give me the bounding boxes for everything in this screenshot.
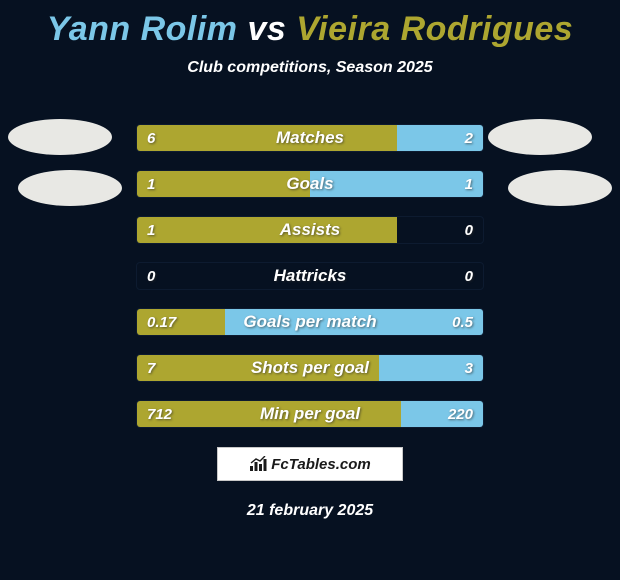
player-right-name: Vieira Rodrigues bbox=[296, 10, 573, 48]
stat-value-left: 0.17 bbox=[137, 309, 186, 335]
stat-value-right: 2 bbox=[455, 125, 483, 151]
stat-value-right: 1 bbox=[455, 171, 483, 197]
comparison-title: Yann Rolim vs Vieira Rodrigues bbox=[0, 0, 620, 49]
stat-row: Assists1 0 bbox=[136, 216, 484, 244]
comparison-subtitle: Club competitions, Season 2025 bbox=[0, 59, 620, 77]
stat-label: Goals per match bbox=[137, 309, 483, 335]
club-crest-placeholder bbox=[18, 170, 122, 206]
stat-row: Matches6 2 bbox=[136, 124, 484, 152]
stat-row: Shots per goal7 3 bbox=[136, 354, 484, 382]
generation-date: 21 february 2025 bbox=[0, 502, 620, 520]
stat-value-right: 3 bbox=[455, 355, 483, 381]
vs-separator: vs bbox=[238, 10, 297, 48]
player-left-name: Yann Rolim bbox=[47, 10, 238, 48]
club-crest-placeholder bbox=[8, 119, 112, 155]
stat-label: Goals bbox=[137, 171, 483, 197]
stat-label: Shots per goal bbox=[137, 355, 483, 381]
stat-row: Goals1 1 bbox=[136, 170, 484, 198]
stat-label: Min per goal bbox=[137, 401, 483, 427]
site-logo: FcTables.com bbox=[217, 447, 403, 481]
stat-value-left: 1 bbox=[137, 217, 165, 243]
stat-value-left: 712 bbox=[137, 401, 182, 427]
stat-value-left: 6 bbox=[137, 125, 165, 151]
stat-row: Min per goal712 220 bbox=[136, 400, 484, 428]
stat-row: Goals per match0.17 0.5 bbox=[136, 308, 484, 336]
stat-row: Hattricks0 0 bbox=[136, 262, 484, 290]
chart-icon bbox=[249, 456, 267, 472]
stat-value-left: 1 bbox=[137, 171, 165, 197]
stat-value-left: 0 bbox=[137, 263, 165, 289]
comparison-chart: Matches62Goals11Assists10Hattricks00Goal… bbox=[136, 124, 484, 428]
club-crest-placeholder bbox=[488, 119, 592, 155]
stat-label: Assists bbox=[137, 217, 483, 243]
site-logo-text: FcTables.com bbox=[271, 456, 370, 473]
stat-value-right: 220 bbox=[438, 401, 483, 427]
stat-value-left: 7 bbox=[137, 355, 165, 381]
stat-label: Matches bbox=[137, 125, 483, 151]
stat-value-right: 0.5 bbox=[442, 309, 483, 335]
stat-value-right: 0 bbox=[455, 263, 483, 289]
club-crest-placeholder bbox=[508, 170, 612, 206]
stat-value-right: 0 bbox=[455, 217, 483, 243]
stat-label: Hattricks bbox=[137, 263, 483, 289]
